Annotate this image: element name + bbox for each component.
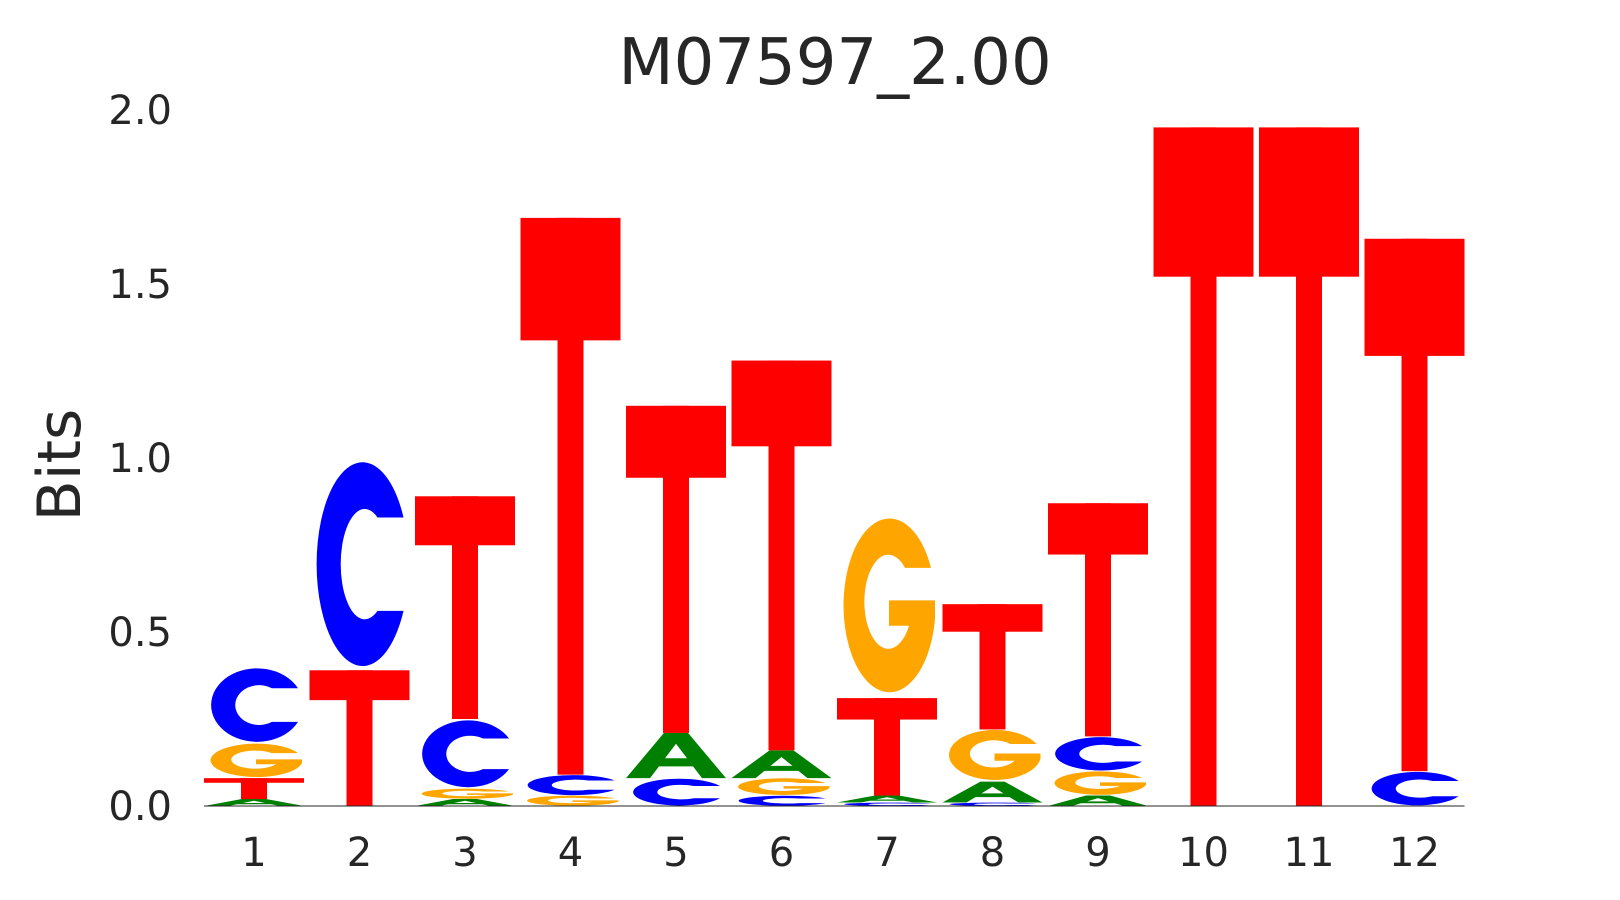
letter-g: [843, 518, 935, 693]
letter-t: [731, 360, 832, 751]
x-axis-ticks: 1 2 3 4 5 6 7 8 9 10 11 12: [241, 830, 1440, 876]
y-tick-label: 1.5: [108, 262, 172, 308]
letter-c: [422, 720, 509, 788]
letter-c: [1371, 771, 1459, 806]
letter-t: [520, 217, 621, 775]
letter-g: [738, 778, 830, 795]
y-tick-label: 2.0: [108, 88, 172, 134]
letter-g: [1054, 771, 1146, 795]
logo-column: [309, 462, 410, 807]
logo-stacks: [204, 127, 1465, 807]
x-tick-label: 5: [663, 830, 688, 876]
logo-column: [1259, 127, 1359, 806]
x-tick-label: 12: [1389, 830, 1440, 876]
letter-a: [731, 750, 832, 779]
letter-g: [421, 788, 513, 799]
x-tick-label: 6: [769, 830, 794, 876]
letter-c: [844, 802, 931, 806]
x-tick-label: 2: [347, 830, 372, 876]
letter-c: [949, 802, 1037, 806]
letter-a: [942, 781, 1043, 803]
letter-a: [415, 799, 515, 806]
logo-column: [942, 604, 1043, 806]
letter-g: [949, 729, 1041, 780]
letter-t: [1259, 127, 1359, 806]
letter-t: [309, 670, 410, 807]
letter-t: [1364, 238, 1465, 772]
x-tick-label: 3: [452, 830, 477, 876]
letter-c: [633, 778, 720, 806]
letter-g: [527, 795, 619, 806]
y-tick-label: 0.0: [108, 784, 172, 830]
logo-column: [731, 360, 832, 806]
y-tick-label: 1.0: [108, 436, 172, 482]
letter-c: [527, 775, 615, 796]
letter-t: [415, 496, 515, 719]
y-axis-ticks: 0.0 0.5 1.0 1.5 2.0: [108, 88, 172, 830]
letter-a: [626, 732, 726, 779]
letter-c: [1055, 737, 1142, 771]
x-tick-label: 1: [241, 830, 266, 876]
logo-column: [1153, 127, 1254, 806]
letter-a: [837, 795, 937, 803]
logo-column: [1364, 238, 1465, 806]
letter-a: [204, 799, 304, 806]
chart-title: M07597_2.00: [618, 26, 1051, 100]
x-tick-label: 11: [1284, 830, 1335, 876]
letter-a: [1048, 795, 1148, 806]
letter-c: [211, 668, 298, 742]
logo-column: [520, 217, 621, 806]
letter-c: [738, 795, 826, 806]
logo-column: [415, 496, 515, 806]
letter-t: [1048, 503, 1148, 737]
x-tick-label: 8: [980, 830, 1005, 876]
logo-column: [1048, 503, 1148, 806]
letter-t: [626, 405, 726, 733]
letter-c: [316, 462, 404, 667]
x-tick-label: 7: [874, 830, 899, 876]
y-axis-label: Bits: [25, 409, 95, 522]
x-tick-label: 10: [1178, 830, 1229, 876]
logo-column: [626, 405, 726, 806]
letter-t: [837, 698, 937, 796]
letter-t: [204, 778, 304, 800]
x-tick-label: 9: [1085, 830, 1110, 876]
letter-t: [1153, 127, 1254, 806]
letter-t: [942, 604, 1043, 730]
y-tick-label: 0.5: [108, 610, 172, 656]
logo-column: [837, 518, 937, 806]
logo-column: [204, 668, 304, 806]
letter-g: [210, 743, 302, 778]
x-tick-label: 4: [558, 830, 583, 876]
